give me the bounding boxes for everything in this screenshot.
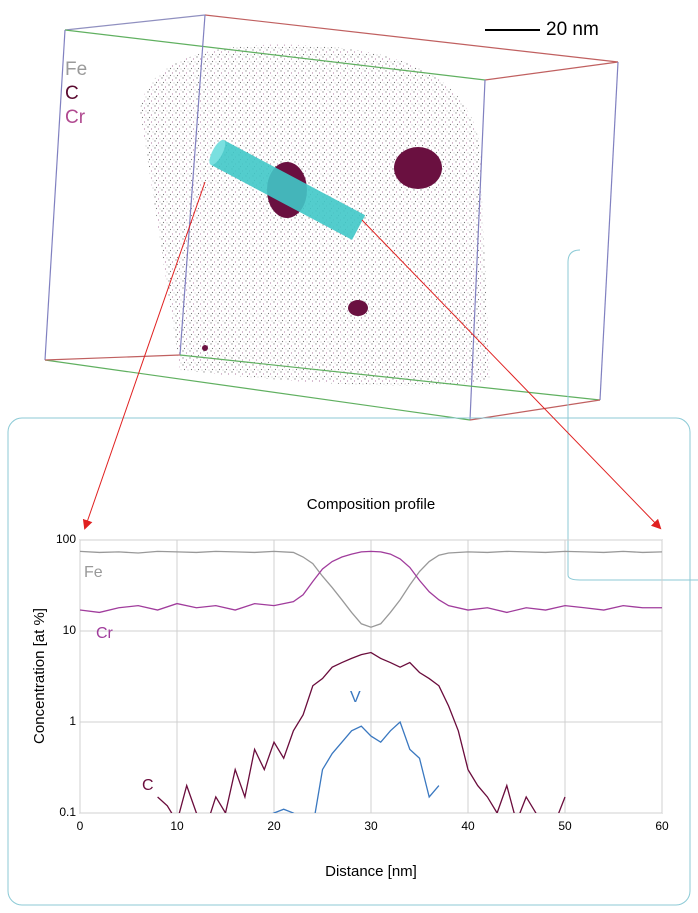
x-tick-label: 20: [267, 819, 281, 833]
x-tick-label: 60: [655, 819, 669, 833]
series-label: C: [142, 777, 154, 794]
series-label: Fe: [84, 564, 103, 581]
series-line: [272, 720, 440, 813]
x-axis-label: Distance [nm]: [325, 863, 417, 880]
arrow: [82, 181, 206, 530]
x-tick-label: 40: [461, 819, 475, 833]
y-axis-label: Concentration [at %]: [31, 608, 48, 744]
y-tick-label: 100: [56, 532, 76, 546]
legend-entry: Cr: [65, 107, 86, 128]
series-label: V: [350, 689, 361, 706]
legend-entry: C: [65, 83, 79, 104]
chart-panel-border: [7, 417, 691, 906]
x-tick-label: 10: [170, 819, 184, 833]
x-tick-label: 0: [77, 819, 84, 833]
x-tick-label: 50: [558, 819, 572, 833]
series-line: [157, 651, 566, 813]
x-tick-label: 30: [364, 819, 378, 833]
reconstruction-image: 20 nm: [44, 14, 619, 421]
y-tick-label: 10: [63, 623, 77, 637]
legend-entry: Fe: [65, 59, 87, 80]
side-panel-border: [567, 249, 698, 581]
y-tick-label: 0.1: [59, 805, 76, 819]
plot-lines: [80, 550, 662, 813]
series-line: [80, 550, 662, 614]
series-label: Cr: [96, 625, 114, 642]
scale-bar-label: 20 nm: [546, 19, 599, 40]
series-line: [80, 550, 662, 628]
arrow: [361, 219, 662, 530]
y-tick-label: 1: [69, 714, 76, 728]
chart-title: Composition profile: [307, 496, 435, 513]
